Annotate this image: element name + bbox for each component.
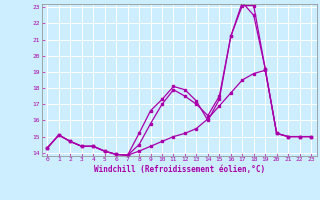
X-axis label: Windchill (Refroidissement éolien,°C): Windchill (Refroidissement éolien,°C) [94,165,265,174]
